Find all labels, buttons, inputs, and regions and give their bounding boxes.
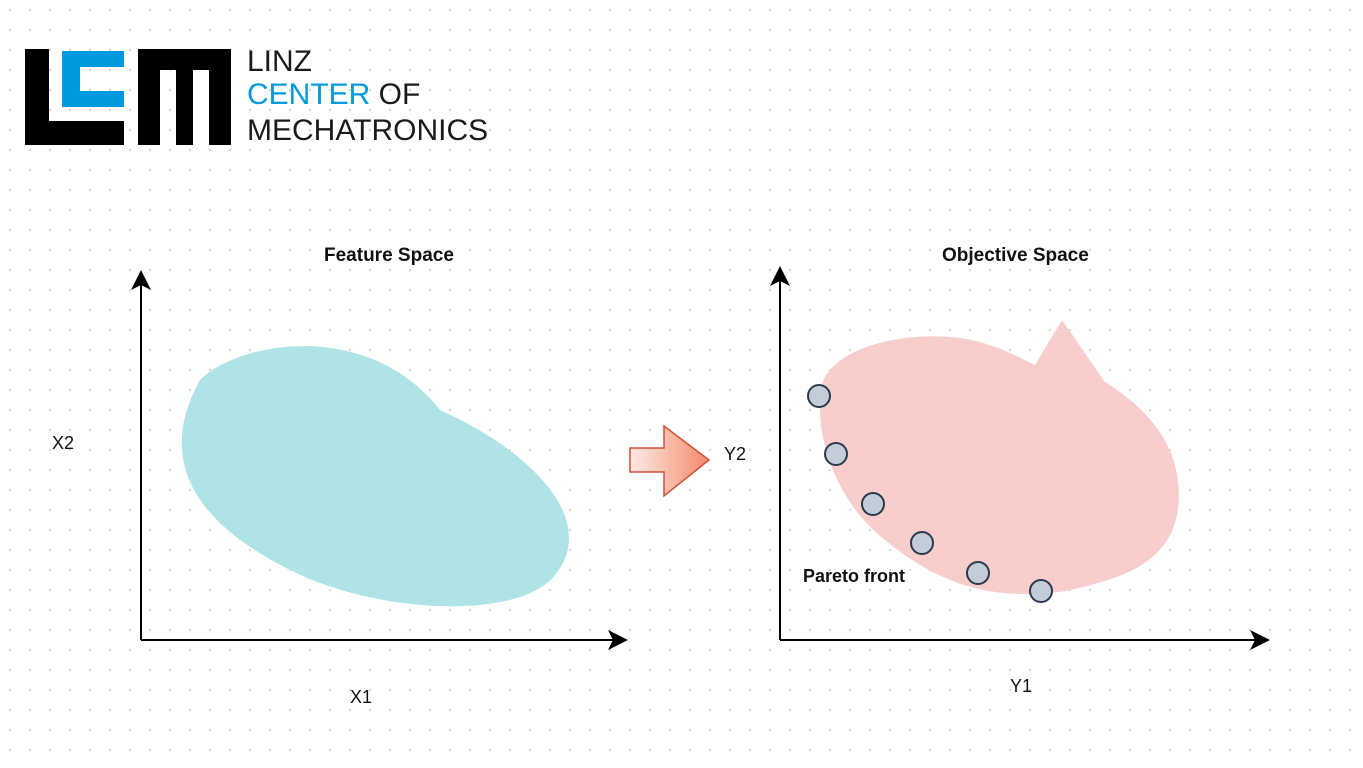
objective-space-region	[819, 320, 1179, 595]
feature-space-title: Feature Space	[324, 245, 454, 266]
objective-y-axis-label: Y2	[724, 444, 747, 464]
transform-arrow	[629, 424, 711, 498]
feature-x-axis-label: X1	[350, 687, 373, 707]
feature-y-axis-label: X2	[52, 433, 75, 453]
logo-line-linz: LINZ	[247, 45, 313, 78]
objective-x-axis-label: Y1	[1010, 676, 1033, 696]
logo-line-center-of: CENTER OF	[247, 80, 420, 110]
logo-word-of: OF	[370, 78, 421, 111]
pareto-point	[824, 442, 848, 466]
pareto-point	[807, 384, 831, 408]
pareto-point	[966, 561, 990, 585]
feature-space-region	[181, 346, 570, 607]
logo-letter-c	[62, 51, 124, 107]
logo-letter-l	[25, 49, 124, 145]
pareto-front-label: Pareto front	[803, 566, 906, 586]
logo-letter-m	[138, 49, 231, 145]
logo-mark	[25, 49, 231, 145]
logo-line-mechatronics: MECHATRONICS	[247, 114, 489, 147]
pareto-front-points	[807, 384, 1053, 603]
objective-space-title: Objective Space	[942, 245, 1089, 266]
pareto-point	[1029, 579, 1053, 603]
pareto-point	[910, 531, 934, 555]
logo-word-center: CENTER	[247, 78, 371, 111]
pareto-point	[861, 492, 885, 516]
